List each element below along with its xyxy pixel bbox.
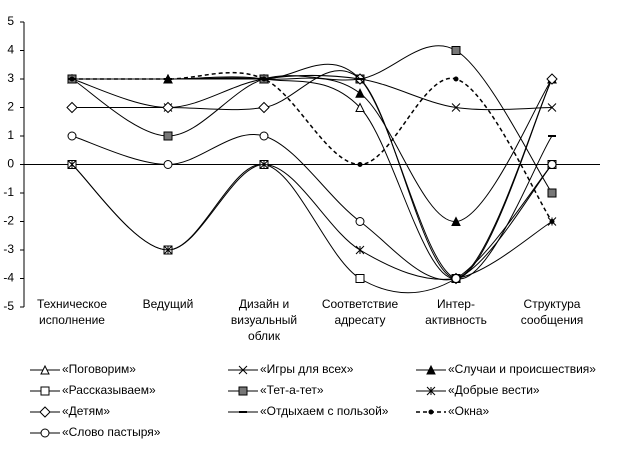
marker [451,216,461,226]
legend-entry: «Тет-а-тет» [228,383,324,397]
legend-entry: «Добрые вести» [416,383,540,397]
legend-label: «Слово пастыря» [62,425,161,439]
marker [67,160,77,169]
legend-label: «Тет-а-тет» [260,383,324,397]
marker [66,101,78,114]
legend-marker [40,428,50,438]
series-line [72,70,553,280]
marker [453,76,459,82]
legend-label: «Игры для всех» [260,362,354,376]
marker [67,131,77,141]
y-tick-label: 0 [7,157,14,171]
legend-label: «Рассказываем» [62,383,156,397]
series-line [71,71,553,222]
marker [355,245,365,255]
legend-marker [39,406,51,418]
marker [357,162,363,167]
legend-label: «Случаи и происшествия» [448,362,596,376]
legend-entry: «Детям» [30,404,110,418]
marker [355,88,365,98]
marker [355,274,365,283]
legend-label: «Детям» [62,404,110,418]
marker [163,160,173,169]
x-tick-label: Дизайн и визуальный облик [231,297,297,343]
x-tick-label: Ведущий [143,297,194,311]
y-tick-label: -3 [3,242,14,256]
series-line [71,45,553,194]
marker [549,219,555,224]
marker [546,73,558,85]
legend-label: «Добрые вести» [448,383,540,397]
legend-entry: «Игры для всех» [228,362,354,376]
legend-marker [238,386,248,396]
legend-label: «Отдыхаем с пользой» [260,404,389,418]
marker [547,188,557,198]
legend-entry: «Окна» [416,404,490,418]
y-tick-label: 2 [7,100,14,114]
marker [259,131,269,141]
marker [547,160,557,169]
series-line [71,74,553,111]
marker [163,131,173,141]
marker [451,46,461,55]
legend-marker [428,409,434,415]
legend-label: «Поговорим» [62,362,136,376]
x-tick-label: Техническое исполнение [37,297,107,327]
marker [261,76,267,82]
legend-label: «Окна» [448,404,490,418]
marker [163,245,173,255]
legend-entry: «Рассказываем» [30,383,156,397]
x-tick-label: Структура сообщения [521,297,584,327]
y-tick-label: -2 [3,214,14,228]
y-tick-label: -5 [3,299,14,313]
marker [355,102,365,112]
series-line [71,134,553,281]
y-tick-label: -1 [3,185,14,199]
marker [451,274,461,283]
x-tick-label: Интер-активность [425,297,487,327]
marker [547,103,557,112]
legend-marker [238,365,248,375]
marker [162,101,174,114]
y-tick-label: 4 [7,43,14,57]
legend-entry: «Отдыхаем с пользой» [228,404,389,418]
legend-entry: «Случаи и происшествия» [416,362,596,376]
marker [259,160,269,169]
y-tick-label: 1 [7,128,14,142]
marker [258,101,270,114]
legend-marker [40,364,50,375]
y-tick-label: 3 [7,71,14,85]
legend-entry: «Слово пастыря» [30,425,161,439]
series-line [71,163,553,294]
marker [165,76,171,82]
series-line [71,63,553,280]
x-tick-label: Соответствие адресату [322,297,399,327]
y-tick-label: -4 [3,271,14,285]
legend-marker [426,364,436,375]
legend-entry: «Поговорим» [30,362,136,376]
y-tick-label: 5 [7,14,14,28]
legend-marker [426,386,436,396]
marker [451,103,461,112]
marker [69,76,75,82]
marker [355,217,365,226]
legend-marker [40,386,50,396]
